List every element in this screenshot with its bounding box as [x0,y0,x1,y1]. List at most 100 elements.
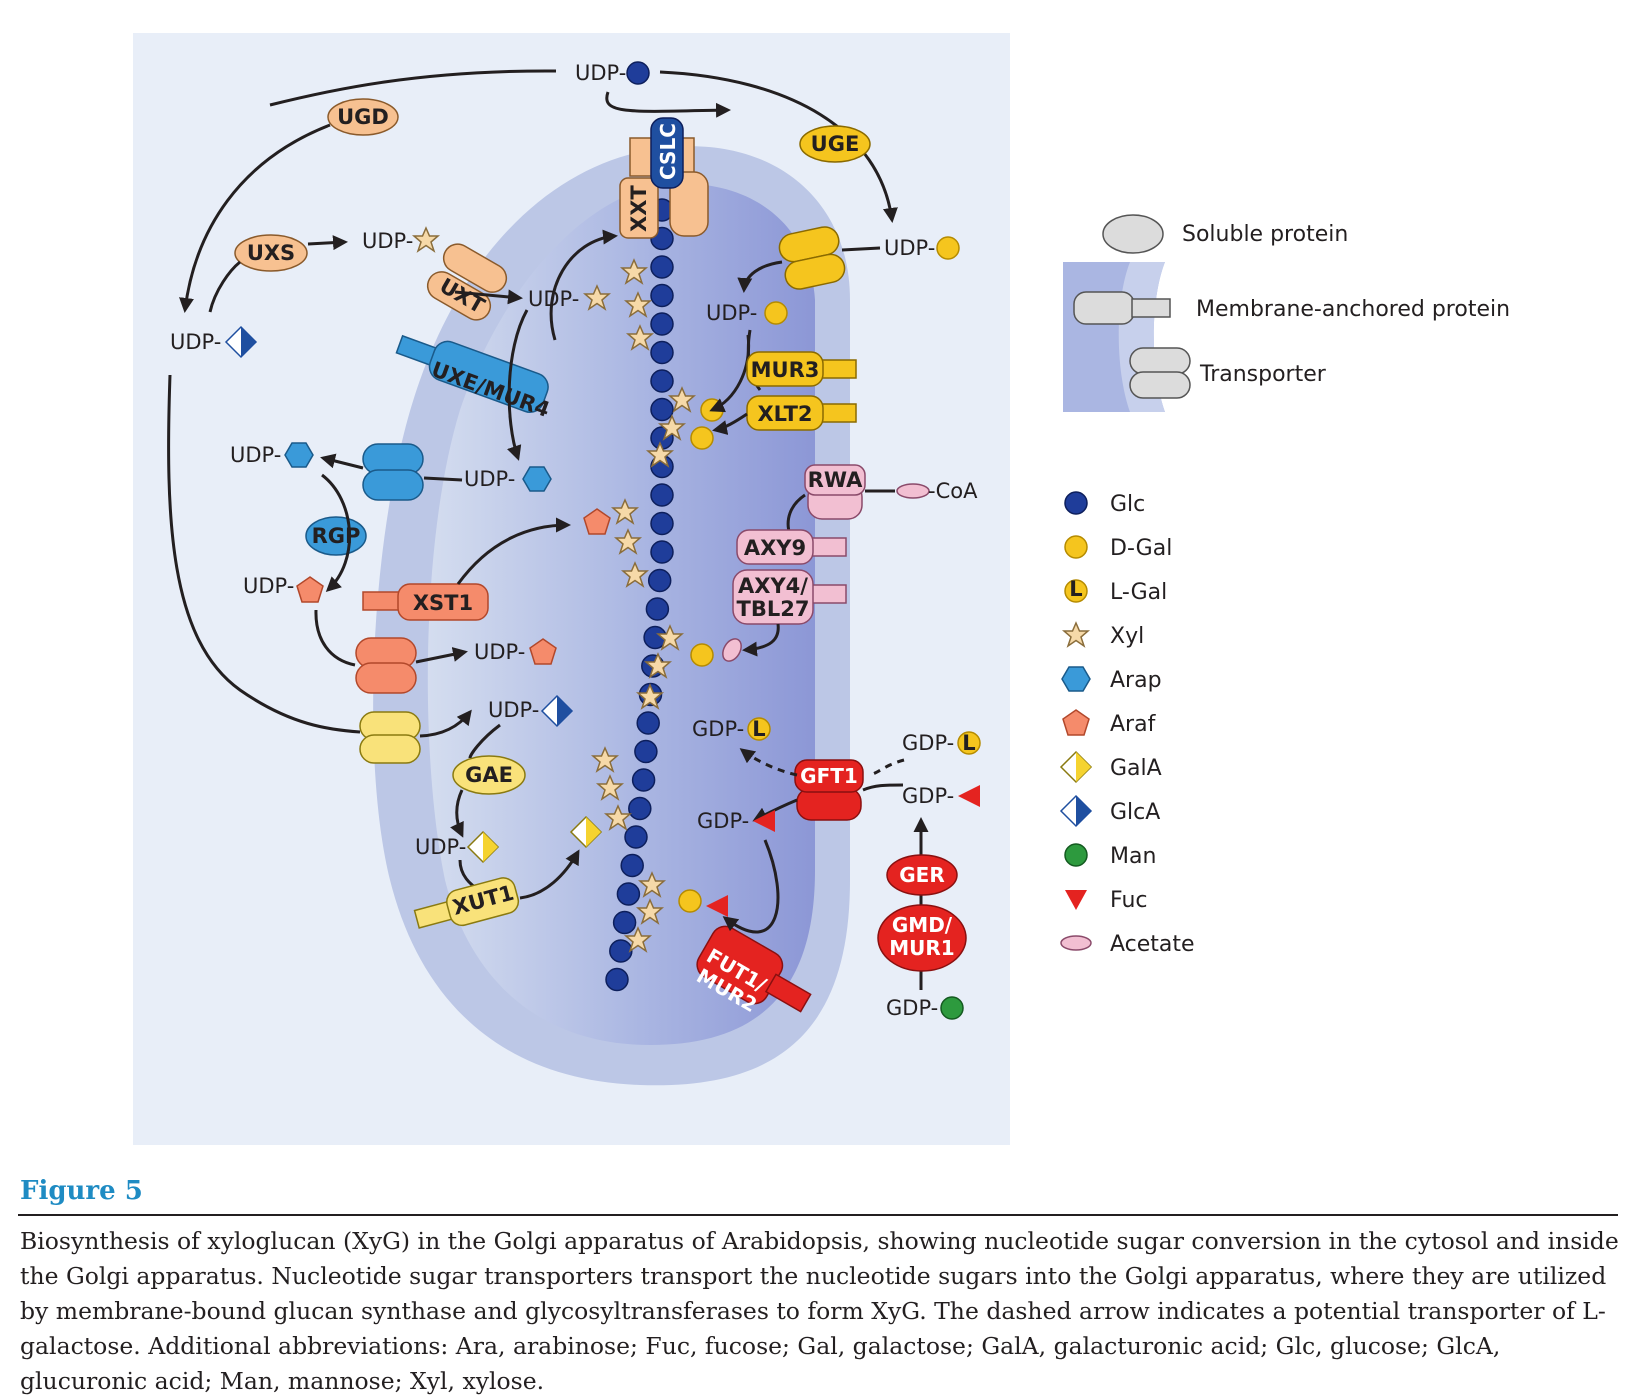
glc-unit [636,711,660,735]
fut1-mur2-enzyme [696,925,812,1013]
legend-soluble-label: Soluble protein [1182,222,1348,247]
axy9-label: AXY9 [744,536,806,560]
axy9-enzyme [736,529,814,565]
araf-pentagon-icon [1062,709,1090,736]
glca-diamond-icon [1060,795,1092,827]
xlt2-anchor [819,403,857,423]
mur3-label: MUR3 [751,358,820,382]
legend-sugar-label: Xyl [1110,624,1144,649]
udp-arap-golgi-label: UDP- [464,467,515,491]
gala-diamond-icon [1060,751,1092,783]
legend-sugar-label: L-Gal [1110,580,1167,605]
legend-sugar-label: Acetate [1110,932,1195,957]
ger-label: GER [899,863,944,887]
figure-title: Figure 5 [20,1176,143,1206]
axy4-anchor [809,584,847,604]
uge-label: UGE [811,132,860,156]
mur3-anchor [819,359,857,379]
gdp-lgal-cytosol-label: GDP- [902,731,954,755]
glc-unit [612,910,637,935]
legend-sugar-label: Arap [1110,668,1162,693]
acetate-ellipse-icon [1060,935,1092,951]
legend-sugar-label: Araf [1110,712,1157,737]
gal-transporter [778,226,846,290]
xst1-enzyme [397,583,489,621]
glc-unit [650,540,674,564]
uxs-enzyme [234,234,308,272]
legend-sugar-label: GalA [1110,756,1162,781]
gae-label: GAE [465,763,513,787]
cslc-label: CSLC [656,123,680,180]
uge-enzyme [799,125,871,163]
glc-unit [634,739,658,764]
xyloglucan-diagram: XXT CSLC UDP- UGD UGE UDP- UXS UDP- UXT … [133,33,1510,1145]
udp-gala-label: UDP- [415,835,466,859]
udp-araf-cytosol-label: UDP- [243,574,294,598]
rgp-enzyme [305,516,367,556]
araf-transporter [355,637,417,694]
rwa-label: RWA [808,468,863,492]
glc-unit [605,967,629,992]
udp-gal-golgi-label: UDP- [706,301,757,325]
legend-sugar-label: Man [1110,844,1156,869]
glc-unit [650,255,674,279]
gft1-transporter [796,787,862,821]
glc-unit [650,369,674,393]
lgal-golgi-l: L [752,717,765,741]
legend-transporter-top [1129,347,1191,375]
udp-glca-golgi-label: UDP- [488,698,539,722]
gft1-label: GFT1 [800,764,858,788]
caption-rule [18,1214,1618,1216]
arap-hexagon-icon [1061,666,1091,692]
axy9-anchor [809,537,847,557]
rgp-label: RGP [312,524,361,548]
xxt-protein [619,177,659,239]
axy4-label-2: TBL27 [737,597,810,621]
uxt-transporter [426,243,508,321]
gdp-man-label: GDP- [886,996,938,1020]
xst1-label: XST1 [413,591,473,615]
gdp-fuc-cytosol-label: GDP- [902,784,954,808]
legend-membrane-icon [1073,291,1135,325]
glc-unit [609,939,633,963]
legend-sugar-label: Glc [1110,492,1145,517]
axy4-enzyme [732,569,814,625]
xlt2-enzyme [746,395,824,431]
glca-transporter [359,711,421,764]
glc-unit [647,568,672,593]
xlt2-label: XLT2 [757,402,812,426]
glc-unit [650,312,674,336]
glc-unit [650,397,674,422]
udp-arap-cytosol-label: UDP- [230,443,281,467]
acetate-sidechain [722,638,742,662]
ger-enzyme [886,854,958,896]
sugar-legend: Glc D-Gal L L-Gal Xyl Arap Araf GalA GlcA Man Fuc A… [1060,491,1195,957]
arap-transporter [362,443,424,501]
legend-sugar-label: Fuc [1110,888,1148,913]
cslc-side-protein [669,171,709,237]
udp-xyl-cytosol-label: UDP- [362,229,413,253]
gmd-label-1: GMD/ [892,913,953,937]
udp-glca-label: UDP- [170,330,221,354]
xst1-anchor [362,591,404,611]
uxs-label: UXS [247,241,295,265]
man-circle [940,996,964,1020]
lgal-cytosol-l: L [962,731,975,755]
xxt-label: XXT [627,185,651,232]
glc-unit [650,511,674,536]
legend: Soluble protein Membrane-anchored protei… [1063,214,1510,412]
gmd-label-2: MUR1 [889,936,954,960]
glc-unit [616,882,641,906]
glc-unit [645,597,670,621]
gmd-mur1-enzyme [877,904,967,972]
dgal-circle-icon [1064,535,1088,559]
gae-enzyme [452,755,526,795]
rwa-enzyme [804,464,866,496]
glc-unit [650,340,674,365]
ugd-enzyme [327,98,399,136]
legend-transporter-bottom [1129,371,1191,399]
glc-unit [624,825,648,849]
figure-caption: Biosynthesis of xyloglucan (XyG) in the … [20,1227,1619,1395]
udp-araf-golgi-label: UDP- [474,640,525,664]
axy4-label-1: AXY4/ [738,574,808,598]
